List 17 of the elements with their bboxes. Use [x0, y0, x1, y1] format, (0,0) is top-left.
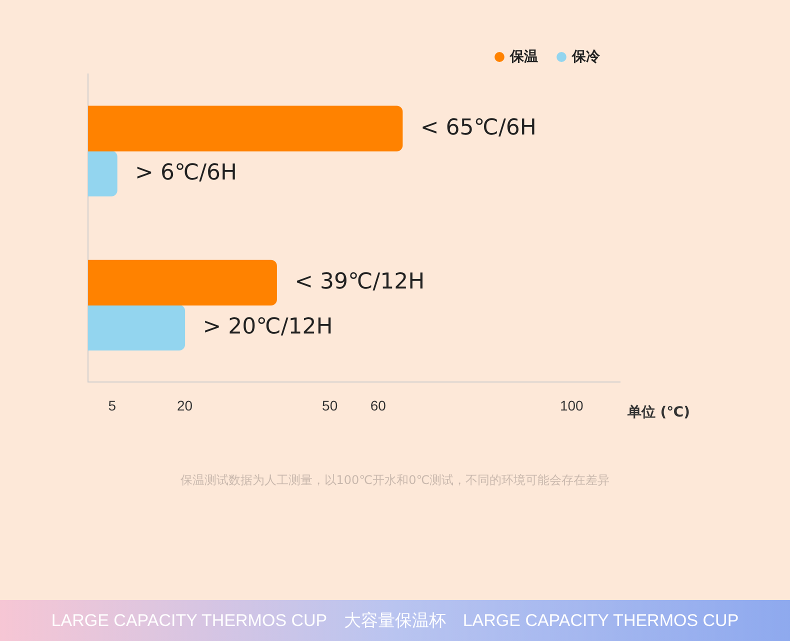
- data-label: < 39℃/12H: [294, 269, 425, 294]
- data-label: > 6℃/6H: [135, 160, 238, 186]
- legend-label: 保温: [509, 48, 538, 64]
- x-axis-title: 单位 (℃): [626, 404, 690, 421]
- x-tick-label: 100: [560, 397, 584, 414]
- bar: [88, 106, 403, 152]
- bar: [88, 304, 186, 350]
- data-label: > 20℃/12H: [202, 314, 333, 340]
- x-tick-label: 60: [370, 397, 386, 414]
- x-tick-label: 50: [322, 397, 338, 414]
- x-tick-label: 5: [108, 397, 116, 414]
- bar: [88, 260, 277, 306]
- text: LARGE CAPACITY THERMOS CUP 大容量保温杯 LARGE CAPACITY THERMOS CUP: [0, 600, 790, 641]
- legend-label: 保冷: [571, 48, 601, 64]
- bar: [88, 150, 118, 196]
- data-label: < 65℃/6H: [420, 115, 536, 140]
- x-tick-label: 20: [176, 397, 193, 414]
